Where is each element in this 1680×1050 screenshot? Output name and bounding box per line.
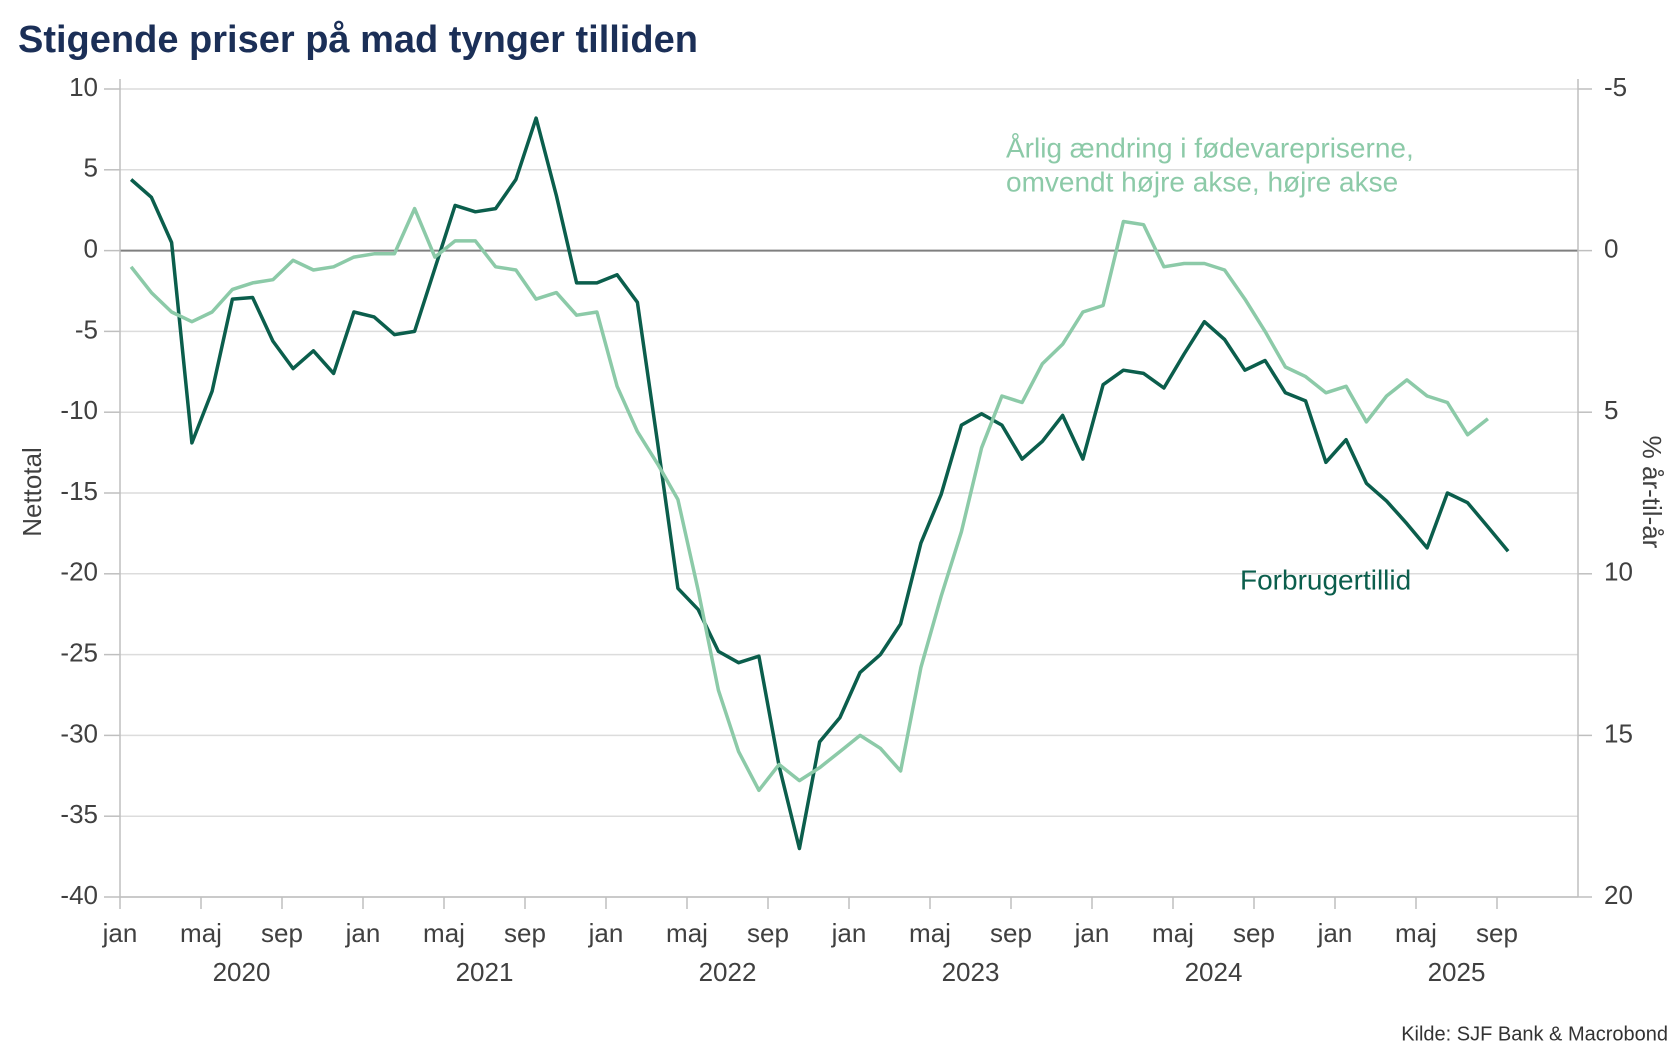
x-tick-label: jan (588, 918, 624, 948)
x-tick-label: sep (1233, 918, 1275, 948)
x-tick-label: jan (345, 918, 381, 948)
y-tick-label: 10 (69, 72, 98, 102)
y-tick-label: -20 (60, 557, 98, 587)
year-label: 2021 (456, 957, 514, 987)
y-tick-label: -30 (60, 718, 98, 748)
y2-tick-label: 5 (1604, 395, 1618, 425)
x-tick-label: sep (504, 918, 546, 948)
x-tick-label: sep (990, 918, 1032, 948)
year-label: 2023 (942, 957, 1000, 987)
y-tick-label: -15 (60, 476, 98, 506)
year-label: 2024 (1185, 957, 1243, 987)
series-label: Forbrugertillid (1240, 564, 1411, 595)
y2-tick-label: -5 (1604, 72, 1627, 102)
x-tick-label: jan (1074, 918, 1110, 948)
year-label: 2022 (699, 957, 757, 987)
x-tick-label: maj (666, 918, 708, 948)
x-tick-label: maj (423, 918, 465, 948)
y-tick-label: -5 (75, 314, 98, 344)
year-label: 2020 (213, 957, 271, 987)
x-tick-label: maj (1152, 918, 1194, 948)
y-tick-label: 5 (84, 153, 98, 183)
series-label: Årlig ændring i fødevarepriserne, (1006, 132, 1414, 163)
x-tick-label: sep (261, 918, 303, 948)
y2-tick-label: 0 (1604, 233, 1618, 263)
x-tick-label: maj (1395, 918, 1437, 948)
year-label: 2025 (1428, 957, 1486, 987)
y-tick-label: -40 (60, 880, 98, 910)
series-label: omvendt højre akse, højre akse (1006, 166, 1398, 197)
y2-tick-label: 20 (1604, 880, 1633, 910)
x-tick-label: jan (831, 918, 867, 948)
x-tick-label: sep (747, 918, 789, 948)
y-tick-label: -10 (60, 395, 98, 425)
y2-axis-label: % år-til-år (1637, 436, 1667, 549)
y2-tick-label: 10 (1604, 557, 1633, 587)
chart-title: Stigende priser på mad tynger tilliden (18, 19, 698, 61)
series-line (129, 206, 1489, 793)
series-line (129, 116, 1510, 851)
x-tick-label: sep (1476, 918, 1518, 948)
y-tick-label: 0 (84, 233, 98, 263)
x-tick-label: jan (1317, 918, 1353, 948)
x-tick-label: maj (909, 918, 951, 948)
x-tick-label: maj (180, 918, 222, 948)
y-tick-label: -35 (60, 799, 98, 829)
y2-tick-label: 15 (1604, 718, 1633, 748)
y-axis-label: Nettotal (17, 447, 47, 537)
source: Kilde: SJF Bank & Macrobond (1401, 1023, 1668, 1045)
x-tick-label: jan (102, 918, 138, 948)
y-tick-label: -25 (60, 637, 98, 667)
